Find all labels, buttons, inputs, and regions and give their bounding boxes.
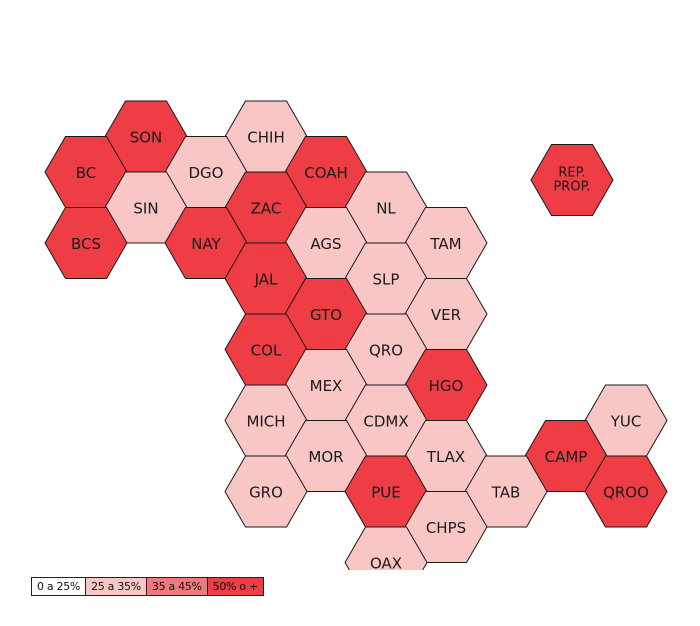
hex-mor-label: MOR (308, 448, 343, 466)
hex-cdmx: CDMX (344, 384, 428, 457)
hex-map: SON CHIH BC DGO COAH SIN ZAC NL BCS NAY AGS TAM JAL S… (44, 100, 668, 571)
hex-mor: MOR (284, 420, 368, 492)
hex-gro-label: GRO (249, 484, 283, 502)
hex-cdmx-label: CDMX (363, 413, 408, 431)
hex-sin-label: SIN (133, 200, 158, 218)
hex-ver-label: VER (431, 306, 461, 324)
hex-oax-label: OAX (370, 555, 402, 571)
hex-bcs: BCS (44, 207, 128, 279)
hex-sin: SIN (104, 171, 188, 244)
hex-coah-label: COAH (304, 164, 348, 182)
legend: 0 a 25% 25 a 35% 35 a 45% 50% o + (31, 577, 264, 596)
hex-pue-label: PUE (371, 484, 401, 502)
hex-mex-label: MEX (310, 377, 343, 395)
hex-tlax-label: TLAX (426, 448, 465, 466)
legend-item-50-plus: 50% o + (207, 578, 263, 595)
hex-dgo-label: DGO (189, 164, 224, 182)
hex-bcs-label: BCS (71, 235, 101, 253)
hex-qroo: QROO (584, 455, 668, 528)
hex-tab-label: TAB (491, 484, 521, 502)
hex-rep-prop-label-1: REP. (558, 166, 585, 181)
hex-tam-label: TAM (429, 235, 461, 253)
legend-item-25-35: 25 a 35% (86, 578, 147, 595)
hex-zac: ZAC (224, 171, 308, 244)
hex-rep-prop-label-2: PROP. (553, 180, 590, 195)
hex-nay-label: NAY (191, 235, 221, 253)
hex-qroo-label: QROO (603, 484, 649, 502)
hex-gto-label: GTO (310, 306, 342, 324)
hex-qro-label: QRO (369, 342, 403, 360)
hex-tlax: TLAX (404, 420, 488, 492)
hex-ags: AGS (284, 207, 368, 279)
hex-rep-prop-shape (530, 144, 614, 216)
hex-chps: CHPS (404, 491, 488, 563)
hex-bcs-shape (44, 207, 128, 279)
hex-col-label: COL (251, 342, 282, 360)
hex-son-label: SON (130, 129, 163, 147)
hex-qro: QRO (344, 313, 428, 386)
hex-yuc-label: YUC (610, 413, 642, 431)
hex-hgo-label: HGO (429, 377, 464, 395)
hex-chih-label: CHIH (247, 129, 284, 147)
hex-slp: SLP (344, 242, 428, 315)
hex-gro-shape (224, 455, 308, 528)
legend-item-0-25: 0 a 25% (32, 578, 87, 595)
hex-slp-label: SLP (373, 271, 400, 289)
hex-zac-label: ZAC (251, 200, 282, 218)
hex-bc-label: BC (76, 164, 97, 182)
hex-mich: MICH (224, 384, 308, 457)
hex-qroo-shape (584, 455, 668, 528)
hex-mex: MEX (284, 349, 368, 421)
hex-oax: OAX (344, 526, 428, 571)
hex-jal-label: JAL (254, 271, 278, 289)
hex-oax-shape (344, 526, 428, 570)
hex-camp: CAMP (524, 420, 608, 492)
hex-coah: COAH (284, 136, 368, 208)
hex-pue: PUE (344, 455, 428, 528)
hex-nl-label: NL (376, 200, 396, 218)
hex-mich-label: MICH (246, 413, 285, 431)
hex-gto: GTO (284, 278, 368, 350)
hex-ver: VER (404, 278, 488, 350)
hex-chps-label: CHPS (426, 519, 466, 537)
legend-item-35-45: 35 a 45% (146, 578, 208, 595)
hex-rep-prop: REP.PROP. (530, 144, 614, 216)
hex-bc: BC (44, 136, 128, 208)
hex-camp-label: CAMP (545, 448, 588, 466)
hex-ags-label: AGS (310, 235, 341, 253)
hex-gro: GRO (224, 455, 308, 528)
